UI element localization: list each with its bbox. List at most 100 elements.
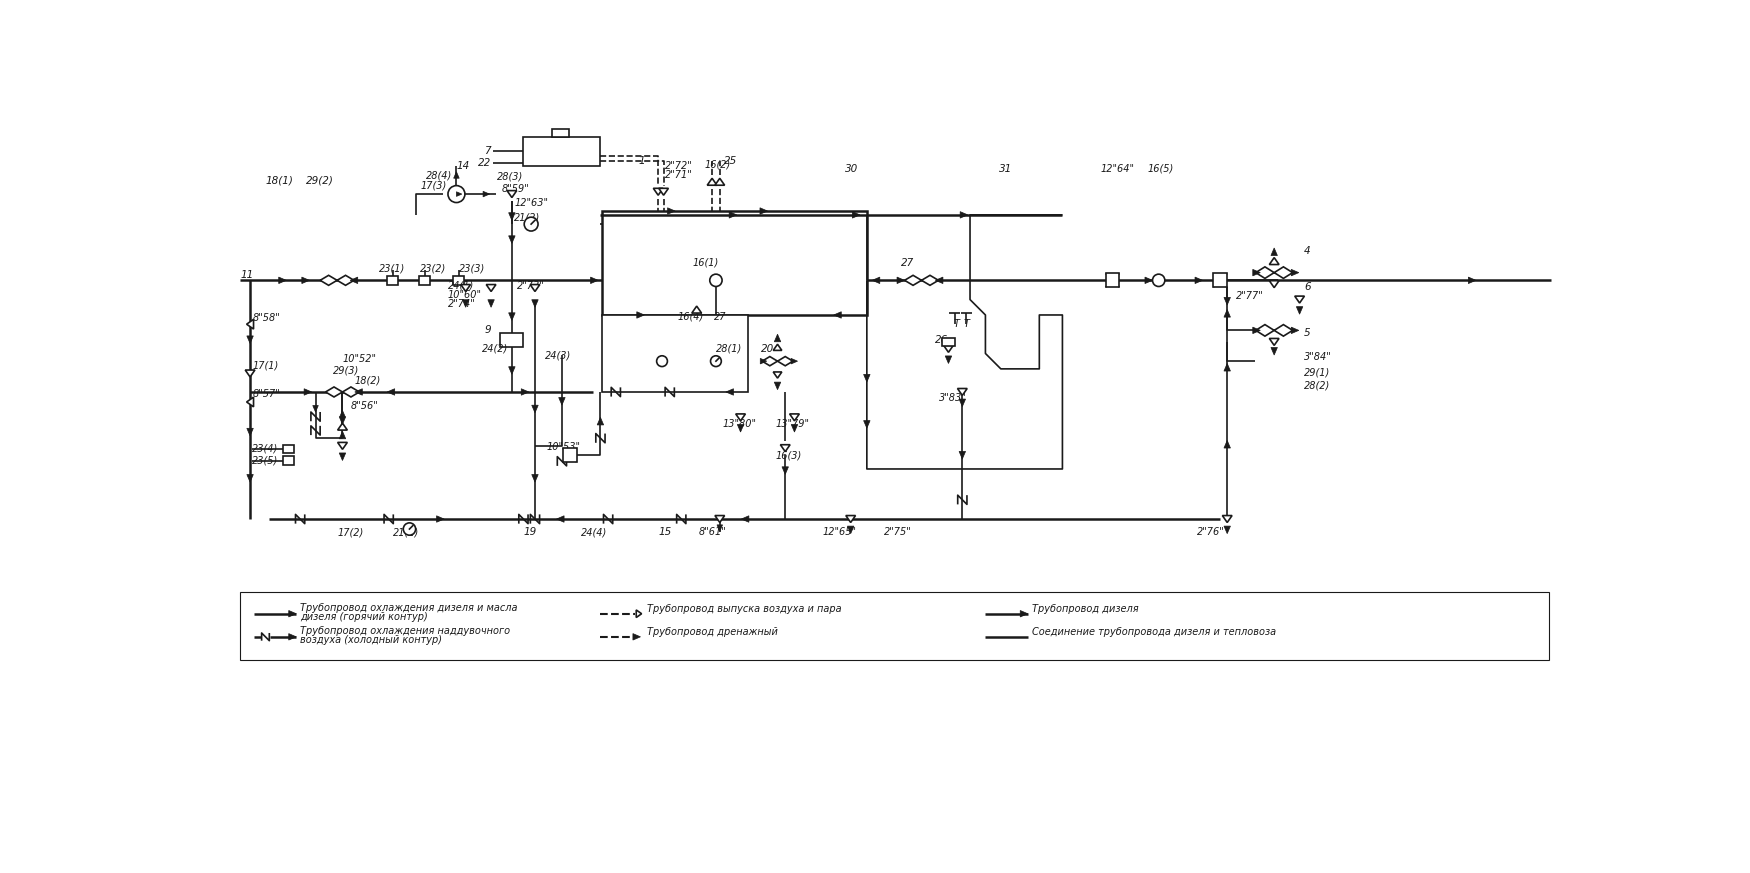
Polygon shape bbox=[1256, 267, 1274, 278]
Polygon shape bbox=[532, 299, 539, 307]
Polygon shape bbox=[691, 306, 702, 313]
Circle shape bbox=[448, 186, 466, 203]
Polygon shape bbox=[1274, 267, 1293, 278]
Polygon shape bbox=[304, 388, 312, 395]
Text: 13"79": 13"79" bbox=[775, 419, 810, 430]
Polygon shape bbox=[247, 320, 254, 329]
Text: 2"71": 2"71" bbox=[665, 170, 693, 180]
Polygon shape bbox=[707, 178, 717, 185]
Circle shape bbox=[656, 356, 667, 367]
Polygon shape bbox=[735, 414, 746, 421]
Text: 23(4): 23(4) bbox=[252, 444, 278, 454]
Text: 10"52": 10"52" bbox=[343, 354, 376, 364]
Polygon shape bbox=[922, 275, 938, 285]
Text: 8"56": 8"56" bbox=[350, 401, 378, 411]
Text: 11: 11 bbox=[240, 270, 254, 280]
Text: 24(3): 24(3) bbox=[544, 350, 570, 360]
Polygon shape bbox=[634, 634, 640, 640]
Polygon shape bbox=[653, 189, 663, 196]
Polygon shape bbox=[945, 356, 952, 363]
Polygon shape bbox=[658, 189, 668, 196]
Polygon shape bbox=[716, 516, 724, 522]
Text: 16(5): 16(5) bbox=[1148, 163, 1174, 174]
Polygon shape bbox=[247, 475, 254, 482]
Text: Соединение трубопровода дизеля и тепловоза: Соединение трубопровода дизеля и теплово… bbox=[1032, 628, 1276, 637]
Polygon shape bbox=[791, 359, 798, 364]
Text: 25: 25 bbox=[724, 156, 737, 166]
Polygon shape bbox=[558, 397, 565, 405]
Bar bbox=[240, 592, 1549, 660]
Polygon shape bbox=[247, 397, 254, 407]
Polygon shape bbox=[1195, 277, 1202, 284]
Text: 12"65": 12"65" bbox=[822, 527, 856, 537]
Polygon shape bbox=[340, 431, 346, 439]
Text: T: T bbox=[964, 320, 970, 329]
Text: 2"76": 2"76" bbox=[1197, 527, 1225, 537]
Polygon shape bbox=[460, 285, 471, 292]
Bar bbox=[284, 457, 294, 464]
Polygon shape bbox=[1295, 296, 1304, 303]
Text: 4: 4 bbox=[1304, 246, 1311, 256]
Polygon shape bbox=[247, 429, 254, 436]
Polygon shape bbox=[667, 208, 676, 214]
Polygon shape bbox=[1223, 310, 1230, 317]
Text: 24(1): 24(1) bbox=[448, 281, 474, 291]
Polygon shape bbox=[957, 388, 968, 395]
Bar bbox=[453, 276, 464, 285]
Polygon shape bbox=[289, 610, 296, 617]
Polygon shape bbox=[845, 516, 856, 522]
Polygon shape bbox=[789, 414, 800, 421]
Text: 8"58": 8"58" bbox=[252, 313, 280, 323]
Text: 18(2): 18(2) bbox=[354, 375, 380, 385]
Polygon shape bbox=[777, 356, 793, 366]
Polygon shape bbox=[961, 211, 968, 218]
Text: 29(1): 29(1) bbox=[1304, 368, 1330, 378]
Polygon shape bbox=[289, 634, 296, 640]
Polygon shape bbox=[863, 421, 870, 428]
Text: T: T bbox=[954, 320, 959, 329]
Text: 13"80": 13"80" bbox=[723, 419, 756, 430]
Text: 16(1): 16(1) bbox=[693, 258, 719, 268]
Bar bbox=[942, 338, 956, 346]
Circle shape bbox=[402, 523, 416, 535]
Text: 22: 22 bbox=[478, 158, 492, 168]
Bar bbox=[602, 315, 749, 392]
Text: 10"60": 10"60" bbox=[448, 290, 481, 300]
Text: 12"64": 12"64" bbox=[1101, 163, 1136, 174]
Polygon shape bbox=[774, 344, 782, 350]
Text: 27: 27 bbox=[901, 258, 914, 268]
Text: 30: 30 bbox=[845, 163, 859, 174]
Text: 16(3): 16(3) bbox=[775, 450, 802, 460]
Text: 21(2): 21(2) bbox=[514, 212, 541, 223]
Circle shape bbox=[525, 217, 537, 231]
Polygon shape bbox=[340, 410, 345, 417]
Polygon shape bbox=[1274, 325, 1293, 336]
Text: 12"63": 12"63" bbox=[514, 198, 548, 209]
Text: 8"61": 8"61" bbox=[698, 527, 726, 537]
Text: 8"57": 8"57" bbox=[252, 388, 280, 398]
Text: 28(4): 28(4) bbox=[425, 170, 452, 181]
Polygon shape bbox=[872, 277, 880, 284]
Text: 2"73": 2"73" bbox=[518, 281, 544, 291]
Polygon shape bbox=[847, 526, 854, 533]
Polygon shape bbox=[637, 610, 642, 617]
Polygon shape bbox=[1144, 277, 1153, 284]
Text: 20: 20 bbox=[761, 344, 774, 354]
Polygon shape bbox=[791, 424, 798, 432]
Polygon shape bbox=[774, 372, 782, 378]
Polygon shape bbox=[343, 387, 359, 397]
Polygon shape bbox=[763, 356, 777, 366]
Bar bbox=[564, 448, 576, 462]
Polygon shape bbox=[597, 417, 604, 425]
Polygon shape bbox=[716, 178, 724, 185]
Polygon shape bbox=[590, 277, 598, 284]
Polygon shape bbox=[1269, 258, 1279, 265]
Polygon shape bbox=[1292, 270, 1298, 276]
Polygon shape bbox=[936, 277, 943, 284]
Circle shape bbox=[1153, 274, 1166, 286]
Polygon shape bbox=[780, 444, 789, 451]
Polygon shape bbox=[943, 346, 954, 353]
Polygon shape bbox=[247, 336, 254, 343]
Polygon shape bbox=[278, 277, 287, 284]
Polygon shape bbox=[1222, 516, 1232, 522]
